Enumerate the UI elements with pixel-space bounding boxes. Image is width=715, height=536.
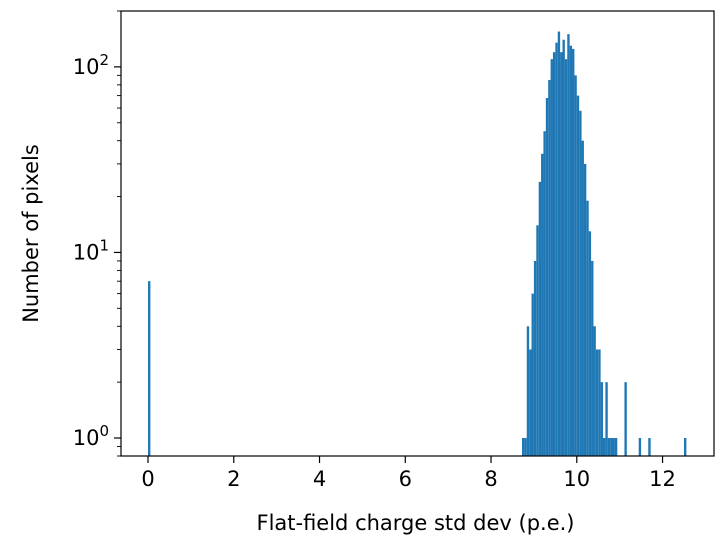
histogram-bar [574, 75, 577, 457]
y-axis-label: Number of pixels [19, 144, 43, 323]
histogram-bar [583, 163, 587, 456]
histogram-bar [524, 438, 527, 456]
histogram-bar [586, 200, 589, 456]
histogram-bar [557, 31, 561, 456]
plot-frame [120, 10, 715, 457]
histogram-bar [624, 382, 627, 456]
histogram-bar [533, 260, 537, 456]
y-tick-exponent: 1 [99, 236, 109, 254]
histogram-bar [531, 293, 534, 456]
histogram-bar [591, 260, 594, 456]
histogram-bar [526, 326, 530, 456]
x-tick-label: 2 [227, 467, 240, 491]
y-tick-base: 10 [73, 55, 100, 79]
histogram-bars [148, 31, 687, 457]
histogram-bar [605, 382, 608, 456]
histogram-bar [572, 48, 575, 456]
histogram-bar [588, 231, 592, 456]
x-ticks: 0 2 4 6 8 10 12 [141, 456, 676, 491]
histogram-bar [552, 52, 556, 457]
histogram-bar [607, 438, 611, 456]
histogram-bar [614, 438, 618, 456]
histogram-bar [612, 438, 615, 456]
histogram-bar [593, 326, 596, 456]
histogram-bar [579, 110, 582, 457]
histogram-bar [598, 349, 601, 456]
histogram-bar [648, 438, 651, 456]
histogram-bar [581, 140, 584, 456]
x-tick-label: 12 [649, 467, 676, 491]
histogram-bar [538, 181, 542, 456]
histogram-bar [550, 59, 553, 457]
histogram-bar [600, 382, 603, 456]
y-minor-ticks [117, 10, 121, 457]
y-tick-label: 102 [73, 51, 109, 79]
histogram-bar [560, 52, 563, 457]
histogram-bar [548, 79, 551, 457]
histogram-bar [536, 225, 539, 456]
histogram-bar [543, 131, 546, 456]
histogram-bar [595, 349, 599, 456]
histogram-bar [567, 34, 570, 456]
y-tick-base: 10 [73, 240, 100, 264]
histogram-bar [576, 95, 580, 457]
x-tick-label: 0 [141, 467, 154, 491]
y-tick-exponent: 2 [99, 51, 109, 69]
y-tick-base: 10 [73, 426, 100, 450]
histogram-bar [148, 281, 151, 456]
histogram-bar [602, 438, 606, 456]
y-tick-label: 100 [73, 422, 109, 450]
histogram-bar [555, 42, 558, 457]
x-tick-label: 8 [484, 467, 497, 491]
histogram-bar [683, 438, 687, 456]
histogram-bar [564, 59, 568, 457]
histogram-bar [541, 153, 544, 456]
x-tick-label: 6 [399, 467, 412, 491]
histogram-bar [610, 438, 613, 456]
x-tick-label: 10 [563, 467, 590, 491]
x-axis-label: Flat-field charge std dev (p.e.) [256, 511, 574, 535]
x-tick-label: 4 [313, 467, 326, 491]
histogram-bar [569, 45, 573, 456]
histogram-bar [562, 39, 565, 456]
y-tick-exponent: 0 [99, 422, 109, 440]
y-tick-label: 101 [73, 236, 109, 264]
histogram-bar [522, 438, 525, 456]
histogram-bar [638, 438, 642, 456]
histogram-bar [529, 349, 532, 456]
histogram-bar [545, 97, 549, 456]
